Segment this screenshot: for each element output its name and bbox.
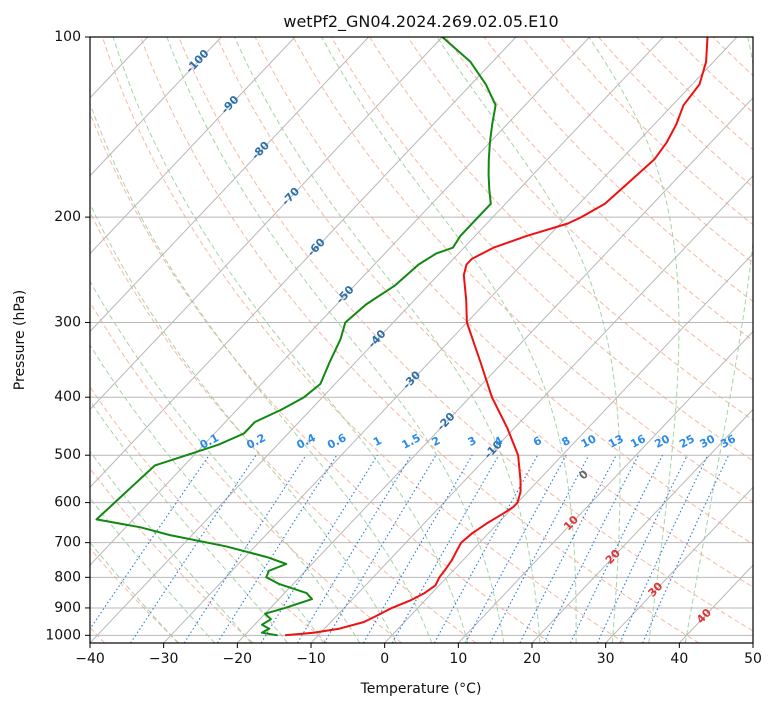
mixing-ratio-line: [596, 454, 688, 643]
x-tick-label: 20: [523, 651, 541, 667]
mixing-ratio-label: 16: [628, 432, 648, 451]
y-tick-label: 200: [54, 209, 81, 225]
plot-frame: [89, 36, 754, 644]
dry-adiabat-line: [178, 37, 753, 632]
dry-adiabat-line: [254, 37, 753, 545]
moist-adiabat-line: [90, 541, 179, 643]
moist-adiabat-line: [90, 450, 252, 643]
dry-adiabat-line: [102, 37, 625, 643]
x-tick-label: −30: [149, 651, 179, 667]
mixing-ratio-line: [216, 454, 338, 643]
moist-adiabat-line: [166, 37, 505, 643]
x-tick-label: −40: [75, 651, 105, 667]
moist-adiabat-line: [588, 37, 680, 643]
isotherm-line: [605, 486, 753, 643]
dry-adiabat-line: [90, 301, 403, 643]
dry-adiabat-line: [407, 37, 753, 381]
moist-adiabat-line: [112, 37, 469, 643]
isotherm-line: [531, 408, 753, 643]
dry-adiabat-line: [140, 37, 700, 643]
isotherm-line: [163, 37, 738, 643]
dry-adiabat-line: [636, 37, 753, 151]
dewpoint-profile-line: [95, 37, 497, 637]
chart-title: wetPf2_GN04.2024.269.02.05.E10: [283, 12, 558, 32]
moist-adiabat-line: [90, 344, 325, 643]
mixing-ratio-line: [569, 454, 664, 643]
sounding-profiles: [95, 37, 709, 637]
isotherm-line: [236, 97, 753, 643]
moist-adiabat-line: [90, 280, 361, 643]
x-tick-label: 50: [744, 651, 762, 667]
mixing-ratio-line: [489, 454, 590, 643]
x-axis-label: Temperature (°C): [360, 681, 482, 697]
y-axis: 100 200 300 400 500 600 700 800 900 1000: [45, 29, 90, 643]
y-tick-label: 500: [54, 447, 81, 463]
mixing-ratio-lines: [90, 454, 730, 643]
mixing-ratio-line: [619, 454, 709, 643]
y-tick-label: 100: [54, 29, 81, 45]
isotherm-line: [90, 37, 443, 411]
mixing-ratio-line: [260, 454, 378, 643]
x-axis: −40 −30 −20 −10 0 10 20 30 40 50: [75, 643, 762, 667]
mixing-ratio-line: [543, 454, 639, 643]
plot-area: -100-90-80-70-60-50-40-30-20-10102030400…: [90, 37, 753, 643]
isotherm-line: [90, 37, 296, 255]
isotherm-line: [90, 37, 222, 177]
isotherm-line: [384, 252, 753, 643]
dry-adiabats: [90, 37, 753, 643]
y-tick-label: 1000: [45, 627, 81, 643]
y-tick-label: 600: [54, 495, 81, 511]
x-tick-label: −10: [296, 651, 326, 667]
moist-adiabats: [90, 37, 753, 643]
isotherm-line: [310, 175, 753, 643]
mixing-ratio-label: 25: [677, 432, 697, 451]
isotherm-line: [457, 330, 753, 643]
moist-adiabat-line: [436, 37, 621, 643]
temperature-profile-line: [285, 37, 709, 637]
moist-adiabat-line: [90, 102, 433, 643]
mixing-ratio-line: [362, 454, 473, 643]
dry-adiabat-line: [521, 37, 753, 264]
moist-adiabat-line: [684, 37, 753, 643]
x-tick-label: 10: [449, 651, 467, 667]
mixing-ratio-line: [183, 454, 307, 643]
y-axis-label: Pressure (hPa): [12, 290, 28, 390]
isotherm-line: [90, 37, 517, 488]
mixing-ratio-label: 36: [718, 432, 738, 451]
mixing-ratio-line: [297, 454, 412, 643]
mixing-ratio-line: [519, 454, 617, 643]
dry-adiabat-line: [90, 211, 477, 643]
y-tick-label: 700: [54, 535, 81, 551]
y-tick-label: 800: [54, 569, 81, 585]
isotherm-grid: [90, 37, 753, 643]
y-tick-label: 900: [54, 600, 81, 616]
dry-adiabat-line: [559, 37, 753, 226]
isotherm-line: [90, 37, 590, 566]
dry-adiabat-line: [445, 37, 753, 342]
moist-adiabat-line: [90, 202, 397, 643]
x-tick-label: −20: [223, 651, 253, 667]
mixing-ratio-line: [130, 454, 257, 643]
mixing-ratio-label: 30: [698, 432, 718, 451]
mixing-ratio-label: 13: [606, 432, 626, 451]
isobar-grid: [90, 37, 753, 636]
moist-adiabat-line: [234, 37, 541, 643]
dry-adiabat-line: [216, 37, 753, 588]
mixing-ratio-line: [323, 454, 437, 643]
mixing-ratio-label: 10: [579, 432, 599, 451]
moist-adiabat-line: [321, 37, 577, 643]
x-tick-label: 0: [380, 651, 389, 667]
mixing-ratio-line: [464, 454, 567, 643]
mixing-ratio-label: 20: [652, 432, 672, 451]
isotherm-line: [90, 37, 664, 643]
dry-adiabat-line: [369, 37, 753, 421]
moist-adiabat-line: [90, 497, 216, 643]
x-tick-label: 30: [597, 651, 615, 667]
y-tick-label: 300: [54, 314, 81, 330]
isotherm-line: [90, 37, 369, 333]
x-tick-label: 40: [670, 651, 688, 667]
y-tick-label: 400: [54, 389, 81, 405]
